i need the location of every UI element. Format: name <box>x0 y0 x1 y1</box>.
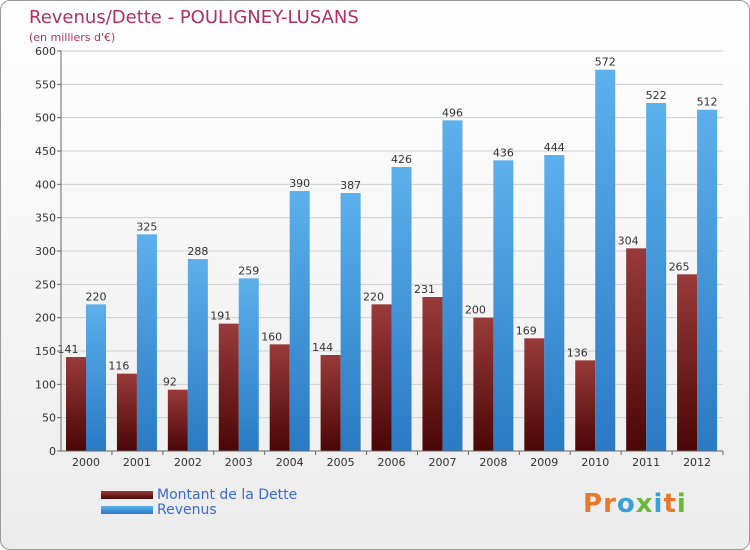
bar-dette <box>575 360 596 451</box>
bar-dette <box>677 274 698 451</box>
data-label-dette: 141 <box>58 343 79 356</box>
legend: Montant de la Dette Revenus <box>101 486 298 518</box>
bar-dette <box>167 389 188 451</box>
logo-letter: o <box>616 489 636 519</box>
bar-dette <box>218 323 239 451</box>
data-label-dette: 160 <box>261 330 282 343</box>
logo-letter: i <box>653 489 664 519</box>
x-tick-label: 2007 <box>428 456 456 469</box>
legend-item-dette: Montant de la Dette <box>101 486 298 503</box>
y-tick-label: 400 <box>35 178 56 191</box>
bar-revenus <box>595 69 616 452</box>
chart-title: Revenus/Dette - POULIGNEY-LUSANS <box>29 7 359 28</box>
x-tick-label: 2012 <box>683 456 711 469</box>
bar-dette <box>320 355 341 451</box>
logo-letter: x <box>635 489 654 519</box>
legend-label-dette: Montant de la Dette <box>157 486 298 503</box>
y-tick-label: 350 <box>35 212 56 225</box>
y-tick-label: 500 <box>35 112 56 125</box>
x-tick-label: 2002 <box>174 456 202 469</box>
data-label-revenus: 512 <box>697 96 718 109</box>
bar-dette <box>371 304 392 451</box>
x-tick-label: 2010 <box>581 456 609 469</box>
data-label-dette: 116 <box>108 360 129 373</box>
logo-letter: P <box>583 489 604 519</box>
bar-dette <box>473 317 494 451</box>
data-label-revenus: 522 <box>646 89 667 102</box>
logo-letter: i <box>676 489 687 519</box>
data-label-dette: 304 <box>618 234 639 247</box>
y-tick-label: 600 <box>35 45 56 58</box>
y-tick-label: 50 <box>42 412 56 425</box>
logo-letter: t <box>663 489 677 519</box>
bar-revenus <box>340 193 361 451</box>
data-label-revenus: 444 <box>544 141 565 154</box>
y-tick-label: 250 <box>35 278 56 291</box>
data-label-revenus: 496 <box>442 106 463 119</box>
x-tick-label: 2006 <box>378 456 406 469</box>
bar-revenus <box>544 155 565 451</box>
legend-label-revenus: Revenus <box>157 501 217 518</box>
bar-revenus <box>86 304 106 451</box>
data-label-dette: 220 <box>363 290 384 303</box>
x-tick-label: 2000 <box>72 456 100 469</box>
bar-revenus <box>238 278 259 451</box>
x-tick-label: 2005 <box>327 456 355 469</box>
data-label-dette: 191 <box>210 310 231 323</box>
bar-dette <box>422 297 443 451</box>
bar-dette <box>626 248 647 451</box>
bar-revenus <box>493 160 514 452</box>
data-label-dette: 265 <box>669 260 690 273</box>
bar-revenus <box>646 103 667 451</box>
data-label-revenus: 426 <box>391 153 412 166</box>
data-label-dette: 144 <box>312 341 333 354</box>
x-tick-label: 2004 <box>276 456 304 469</box>
legend-item-revenus: Revenus <box>101 501 297 518</box>
data-label-dette: 136 <box>567 346 588 359</box>
y-tick-label: 150 <box>35 345 56 358</box>
data-label-revenus: 325 <box>136 220 157 233</box>
data-label-dette: 92 <box>163 376 177 389</box>
x-tick-label: 2003 <box>225 456 253 469</box>
bar-dette <box>116 373 137 451</box>
legend-swatch-revenus <box>101 505 153 514</box>
x-tick-label: 2001 <box>123 456 151 469</box>
chart-subtitle: (en milliers d'€) <box>29 31 116 44</box>
y-tick-label: 200 <box>35 312 56 325</box>
bar-dette <box>269 344 290 451</box>
y-tick-label: 450 <box>35 145 56 158</box>
y-tick-label: 0 <box>49 445 56 458</box>
data-label-revenus: 387 <box>340 179 361 192</box>
bar-revenus <box>187 259 208 451</box>
data-label-revenus: 572 <box>595 56 616 69</box>
bar-revenus <box>391 167 412 451</box>
y-tick-label: 300 <box>35 245 56 258</box>
proxiti-logo: Proxiti <box>583 489 687 519</box>
data-label-revenus: 288 <box>187 245 208 258</box>
bar-revenus <box>289 191 310 451</box>
data-label-revenus: 436 <box>493 146 514 159</box>
logo-letter: r <box>603 489 617 519</box>
data-label-dette: 231 <box>414 283 435 296</box>
data-label-revenus: 259 <box>238 264 259 277</box>
x-tick-label: 2009 <box>530 456 558 469</box>
x-tick-label: 2011 <box>632 456 660 469</box>
bar-dette <box>66 357 86 451</box>
bar-revenus <box>442 120 463 451</box>
y-tick-label: 100 <box>35 378 56 391</box>
data-label-revenus: 390 <box>289 177 310 190</box>
y-tick-label: 550 <box>35 78 56 91</box>
x-tick-label: 2008 <box>479 456 507 469</box>
data-label-dette: 169 <box>516 324 537 337</box>
bar-revenus <box>697 109 718 452</box>
data-label-revenus: 220 <box>86 290 107 303</box>
bar-revenus <box>136 234 157 451</box>
data-label-dette: 200 <box>465 304 486 317</box>
legend-swatch-dette <box>101 490 153 499</box>
bar-dette <box>524 338 545 451</box>
